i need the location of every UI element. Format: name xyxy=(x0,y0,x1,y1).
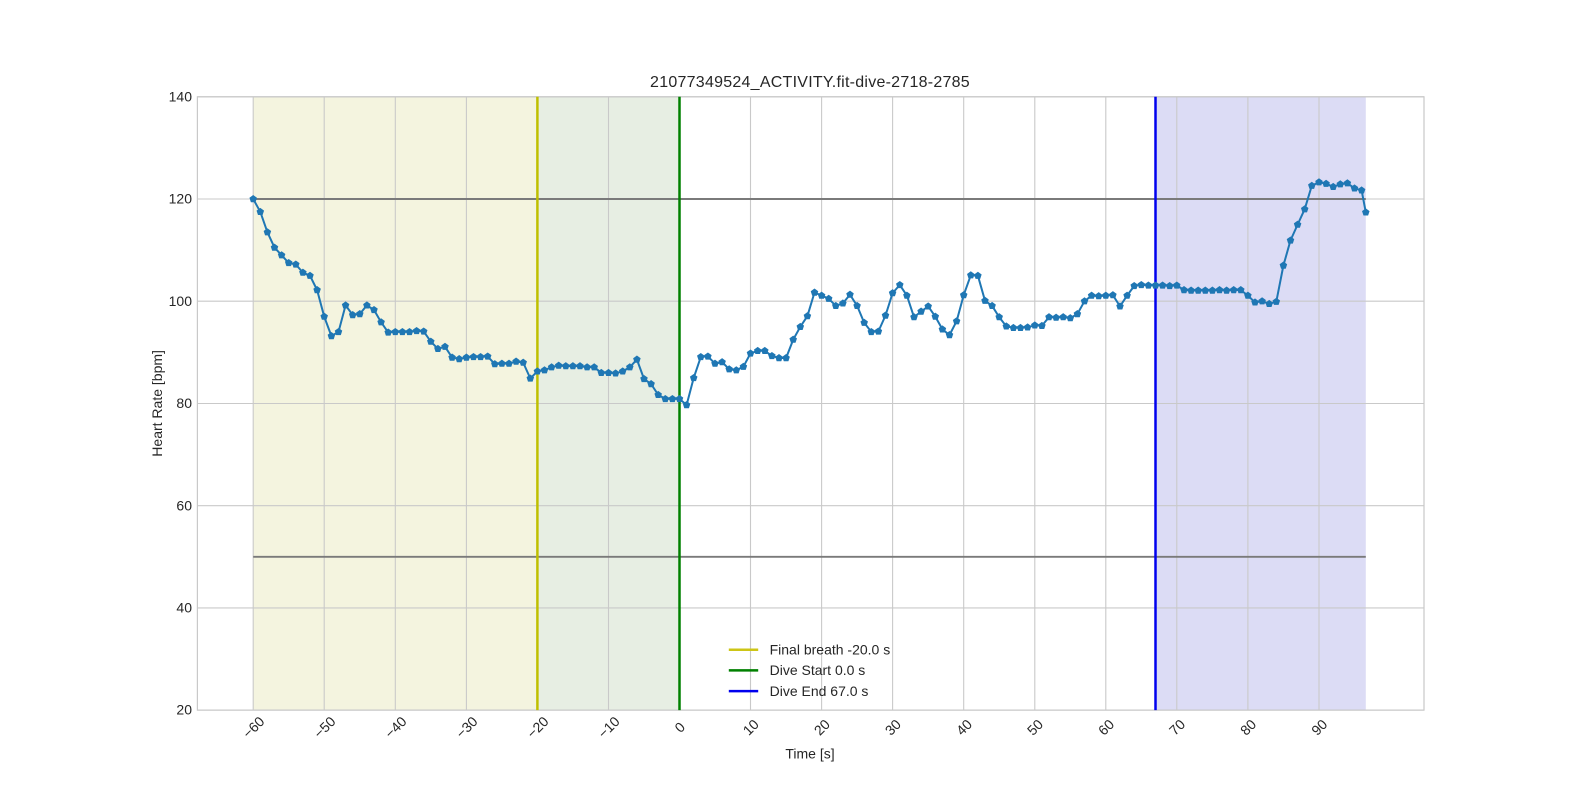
svg-text:60: 60 xyxy=(176,497,192,513)
svg-text:100: 100 xyxy=(169,293,193,309)
svg-text:20: 20 xyxy=(176,702,192,718)
svg-text:120: 120 xyxy=(169,191,193,207)
svg-text:Dive End 67.0 s: Dive End 67.0 s xyxy=(770,683,869,699)
svg-text:40: 40 xyxy=(176,600,192,616)
svg-text:Heart Rate [bpm]: Heart Rate [bpm] xyxy=(149,350,165,457)
svg-text:Final breath -20.0 s: Final breath -20.0 s xyxy=(770,642,891,658)
svg-text:21077349524_ACTIVITY.fit-dive-: 21077349524_ACTIVITY.fit-dive-2718-2785 xyxy=(650,74,970,91)
svg-text:Time [s]: Time [s] xyxy=(785,746,834,762)
svg-text:Dive Start 0.0 s: Dive Start 0.0 s xyxy=(770,662,866,678)
svg-text:140: 140 xyxy=(169,88,193,104)
svg-text:80: 80 xyxy=(176,395,192,411)
